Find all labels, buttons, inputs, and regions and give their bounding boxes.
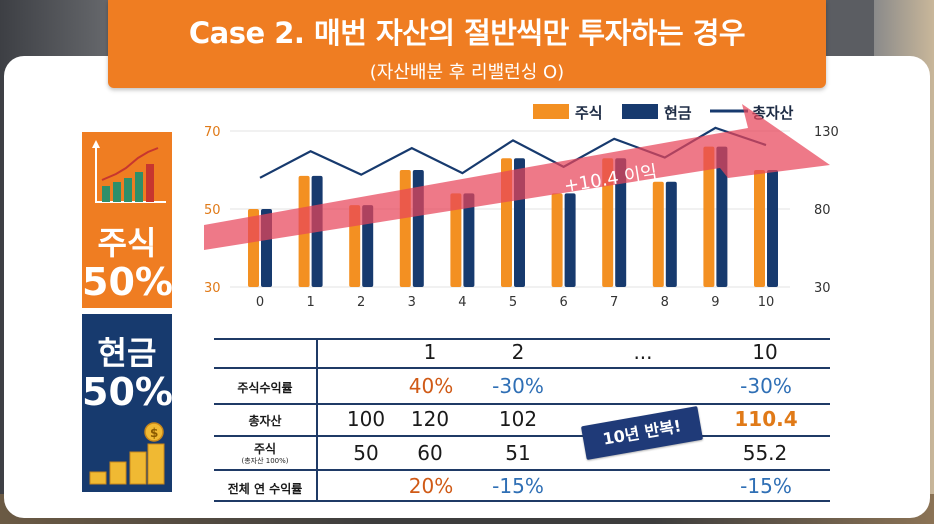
- cell-total-10: 110.4: [734, 407, 798, 431]
- cell-annual-return-1: 20%: [408, 474, 454, 498]
- cash-bar: [362, 205, 374, 287]
- x-tick-label: 6: [559, 295, 567, 310]
- stock-bar: [399, 170, 411, 287]
- stock-badge: 주식 50%: [80, 130, 174, 310]
- cash-bar: [665, 181, 677, 287]
- cash-badge: 현금 50% $: [80, 312, 174, 494]
- cell-stock-return-10: -30%: [740, 374, 792, 398]
- cash-bar: [767, 170, 778, 287]
- cell-stock-2: 51: [505, 441, 531, 465]
- row-label-stock: 주식: [253, 442, 277, 456]
- cash-label: 현금: [97, 334, 157, 372]
- cash-bar: [463, 193, 475, 287]
- x-tick-label: 4: [458, 295, 466, 310]
- cash-bar: [615, 158, 627, 287]
- cash-bar: [716, 146, 728, 287]
- stock-bar: [602, 158, 614, 287]
- slide-title: Case 2. 매번 자산의 절반씩만 투자하는 경우: [188, 16, 746, 50]
- stock-bar: [703, 146, 715, 287]
- x-tick-label: 2: [357, 295, 365, 310]
- trend-arrow: [204, 104, 830, 250]
- cell-total-0: 100: [346, 407, 386, 431]
- y-left-tick-label: 50: [204, 203, 221, 218]
- x-tick-label: 8: [661, 295, 669, 310]
- stock-bar: [450, 193, 462, 287]
- row-label-stock-sub: (총자산 100%): [241, 457, 289, 465]
- table-header-1: 1: [423, 340, 437, 364]
- table-line-top: [214, 338, 830, 340]
- cell-stock-return-2: -30%: [492, 374, 544, 398]
- table-header-ellipsis: ...: [633, 340, 653, 364]
- x-tick-label: 7: [610, 295, 618, 310]
- stock-label: 주식: [97, 224, 157, 262]
- stock-bar: [652, 181, 664, 287]
- table-header-10: 10: [752, 340, 778, 364]
- stock-bar: [551, 193, 563, 287]
- stock-bar: [754, 170, 765, 287]
- y-right-tick-label: 80: [814, 203, 831, 218]
- legend-stock-label: 주식: [575, 104, 603, 122]
- y-right-tick-label: 130: [814, 125, 839, 140]
- x-tick-label: 1: [306, 295, 314, 310]
- chart-legend: 주식 현금 총자산: [533, 104, 794, 122]
- cell-annual-return-2: -15%: [492, 474, 544, 498]
- table-divider: [316, 340, 318, 500]
- table-line: [214, 403, 830, 405]
- cell-stock-return-1: 40%: [408, 374, 454, 398]
- legend-cash-swatch: [622, 104, 658, 119]
- table-line: [214, 435, 830, 437]
- table-line: [214, 367, 830, 369]
- cell-total-2: 102: [498, 407, 538, 431]
- row-label-stock-return: 주식수익률: [237, 381, 293, 395]
- cell-stock-10: 55.2: [742, 441, 788, 465]
- svg-text:$: $: [150, 426, 158, 440]
- cell-total-1: 120: [410, 407, 450, 431]
- x-tick-label: 10: [758, 295, 775, 310]
- table-line: [214, 469, 830, 471]
- x-tick-label: 9: [711, 295, 719, 310]
- x-tick-label: 0: [256, 295, 264, 310]
- title-banner: Case 2. 매번 자산의 절반씩만 투자하는 경우 (자산배분 후 리밸런싱…: [108, 0, 826, 88]
- y-left-tick-label: 70: [204, 125, 221, 140]
- growth-chart-icon: [92, 140, 166, 203]
- x-tick-label: 5: [509, 295, 517, 310]
- y-left-tick-label: 30: [204, 281, 221, 296]
- slide-subtitle: (자산배분 후 리밸런싱 O): [369, 62, 565, 83]
- stock-percent: 50%: [82, 260, 173, 304]
- x-tick-label: 3: [408, 295, 416, 310]
- row-label-total-assets: 총자산: [248, 414, 282, 428]
- cell-stock-0: 50: [353, 441, 379, 465]
- cash-bar: [564, 193, 576, 287]
- table-line-bottom: [214, 500, 830, 502]
- coin-stack-icon: $: [89, 422, 165, 485]
- cell-annual-return-10: -15%: [740, 474, 792, 498]
- cash-percent: 50%: [82, 370, 173, 414]
- row-label-annual-return: 전체 연 수익률: [227, 482, 303, 496]
- legend-total-label: 총자산: [752, 104, 794, 122]
- y-right-tick-label: 30: [814, 281, 831, 296]
- cell-stock-1: 60: [417, 441, 443, 465]
- table-header-2: 2: [511, 340, 525, 364]
- legend-cash-label: 현금: [664, 104, 692, 122]
- legend-stock-swatch: [533, 104, 569, 119]
